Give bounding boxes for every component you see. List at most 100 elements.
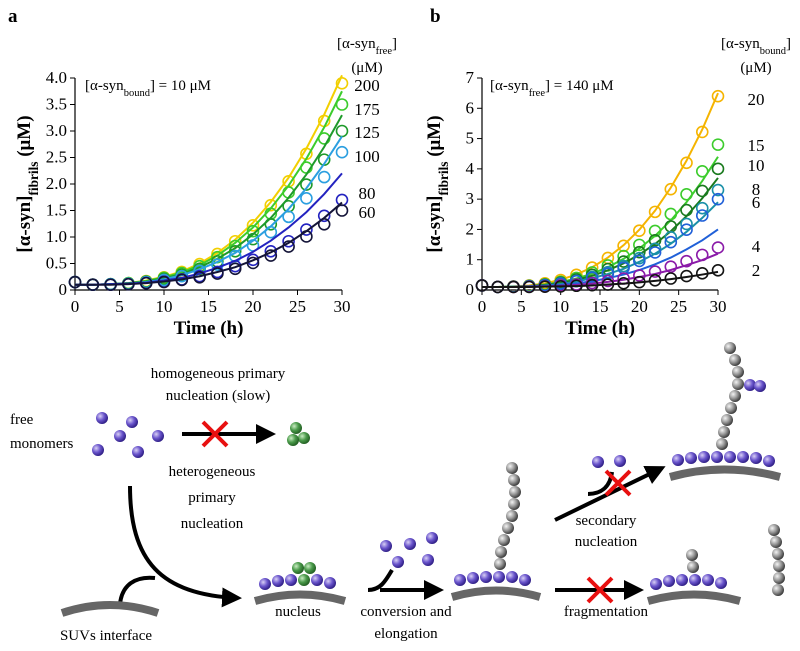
y-tick-label: 4.0 bbox=[46, 68, 67, 87]
legend-entry: 125 bbox=[354, 123, 380, 142]
y-tick-label: 0.5 bbox=[46, 254, 67, 273]
data-point bbox=[711, 183, 725, 197]
monomer bbox=[324, 577, 336, 589]
fit-line bbox=[75, 201, 343, 286]
data-point bbox=[695, 125, 709, 139]
data-point bbox=[601, 274, 615, 288]
legend-title: [α-synbound] bbox=[721, 36, 791, 57]
charts: a00.51.01.52.02.53.03.54.00 5 10 15 20 25 30Ti… bbox=[8, 6, 791, 339]
label: nucleation bbox=[575, 534, 638, 550]
data-point bbox=[648, 205, 662, 219]
data-point bbox=[664, 235, 678, 249]
monomer bbox=[380, 540, 392, 552]
membrane bbox=[668, 465, 782, 481]
x-axis-label: Time (h) bbox=[174, 318, 244, 339]
monomer bbox=[506, 571, 518, 583]
data-point bbox=[282, 234, 295, 248]
arrow bbox=[128, 485, 242, 608]
data-point bbox=[695, 184, 709, 198]
y-tick-label: 2.5 bbox=[46, 148, 67, 167]
monomer bbox=[702, 574, 714, 586]
data-point bbox=[211, 267, 224, 280]
data-point bbox=[264, 245, 278, 258]
fibril-unit bbox=[732, 378, 744, 390]
data-point bbox=[648, 265, 662, 278]
data-point bbox=[228, 262, 242, 276]
data-point bbox=[570, 279, 583, 293]
legend-title-part: [α-syn bbox=[337, 36, 376, 52]
fit-line bbox=[75, 172, 343, 286]
data-point bbox=[282, 210, 295, 224]
fibril-unit bbox=[718, 426, 730, 438]
fibril-unit bbox=[506, 462, 518, 474]
data-point bbox=[695, 267, 709, 280]
data-point bbox=[335, 77, 349, 90]
label: monomers bbox=[10, 436, 73, 452]
annotation-sub: bound bbox=[124, 88, 151, 99]
fibril-unit bbox=[508, 474, 520, 486]
fibril-unit bbox=[509, 486, 521, 498]
data-point bbox=[300, 178, 313, 191]
monomer bbox=[298, 432, 310, 444]
monomer bbox=[404, 538, 416, 550]
data-point bbox=[601, 278, 615, 291]
fibril-unit bbox=[502, 522, 514, 534]
data-point bbox=[711, 192, 725, 206]
data-point bbox=[86, 278, 100, 292]
data-point bbox=[711, 89, 725, 103]
data-point bbox=[175, 273, 189, 287]
fibril-unit bbox=[729, 354, 741, 366]
x-tick-label: 0 bbox=[71, 297, 80, 316]
data-point bbox=[695, 201, 709, 215]
legend-title: (μM) bbox=[351, 60, 382, 76]
label: fragmentation bbox=[564, 604, 649, 620]
x-tick-label: 25 bbox=[289, 297, 306, 316]
annotation: [α-synbound] = 10 μM bbox=[85, 78, 211, 99]
fibril-unit bbox=[768, 524, 780, 536]
data-point bbox=[680, 223, 693, 237]
y-tick-label: 4 bbox=[466, 159, 475, 178]
y-tick-label: 3.5 bbox=[46, 95, 67, 114]
monomer bbox=[454, 574, 466, 586]
x-tick-label: 10 bbox=[156, 297, 173, 316]
monomer bbox=[152, 430, 164, 442]
monomer bbox=[614, 455, 626, 467]
monomer bbox=[672, 454, 684, 466]
legend-entry: 175 bbox=[354, 100, 380, 119]
data-point bbox=[300, 192, 313, 205]
blocked-mark bbox=[201, 420, 229, 448]
fragment-icon bbox=[650, 524, 785, 596]
data-point bbox=[335, 124, 349, 138]
data-point bbox=[282, 240, 295, 253]
legend-title-sub: free bbox=[376, 46, 393, 57]
monomer bbox=[724, 451, 736, 463]
data-point bbox=[680, 156, 693, 170]
panel-label: a bbox=[8, 6, 18, 27]
x-tick-label: 20 bbox=[245, 297, 262, 316]
label: nucleation (slow) bbox=[166, 388, 271, 404]
monomer bbox=[737, 451, 749, 463]
legend-title-sub: bound bbox=[760, 46, 787, 57]
data-point bbox=[633, 245, 646, 259]
data-point bbox=[648, 224, 662, 238]
monomer bbox=[711, 451, 723, 463]
data-point bbox=[648, 234, 662, 247]
y-axis-label: [α-syn]fibrils (μM) bbox=[14, 115, 41, 252]
data-point bbox=[246, 219, 260, 232]
data-point bbox=[711, 241, 725, 254]
fibril-unit bbox=[498, 534, 510, 546]
data-point bbox=[317, 170, 331, 184]
data-point bbox=[633, 269, 646, 282]
data-point bbox=[300, 223, 313, 236]
data-point bbox=[711, 162, 725, 176]
data-point bbox=[617, 255, 630, 268]
annotation-sub: free bbox=[529, 88, 546, 99]
data-point bbox=[335, 145, 349, 159]
x-tick-label: 15 bbox=[592, 297, 609, 316]
monomers-icon bbox=[380, 532, 438, 568]
data-point bbox=[633, 254, 646, 268]
x-tick-label: 15 bbox=[200, 297, 217, 316]
data-point bbox=[522, 280, 536, 294]
monomer bbox=[287, 434, 299, 446]
